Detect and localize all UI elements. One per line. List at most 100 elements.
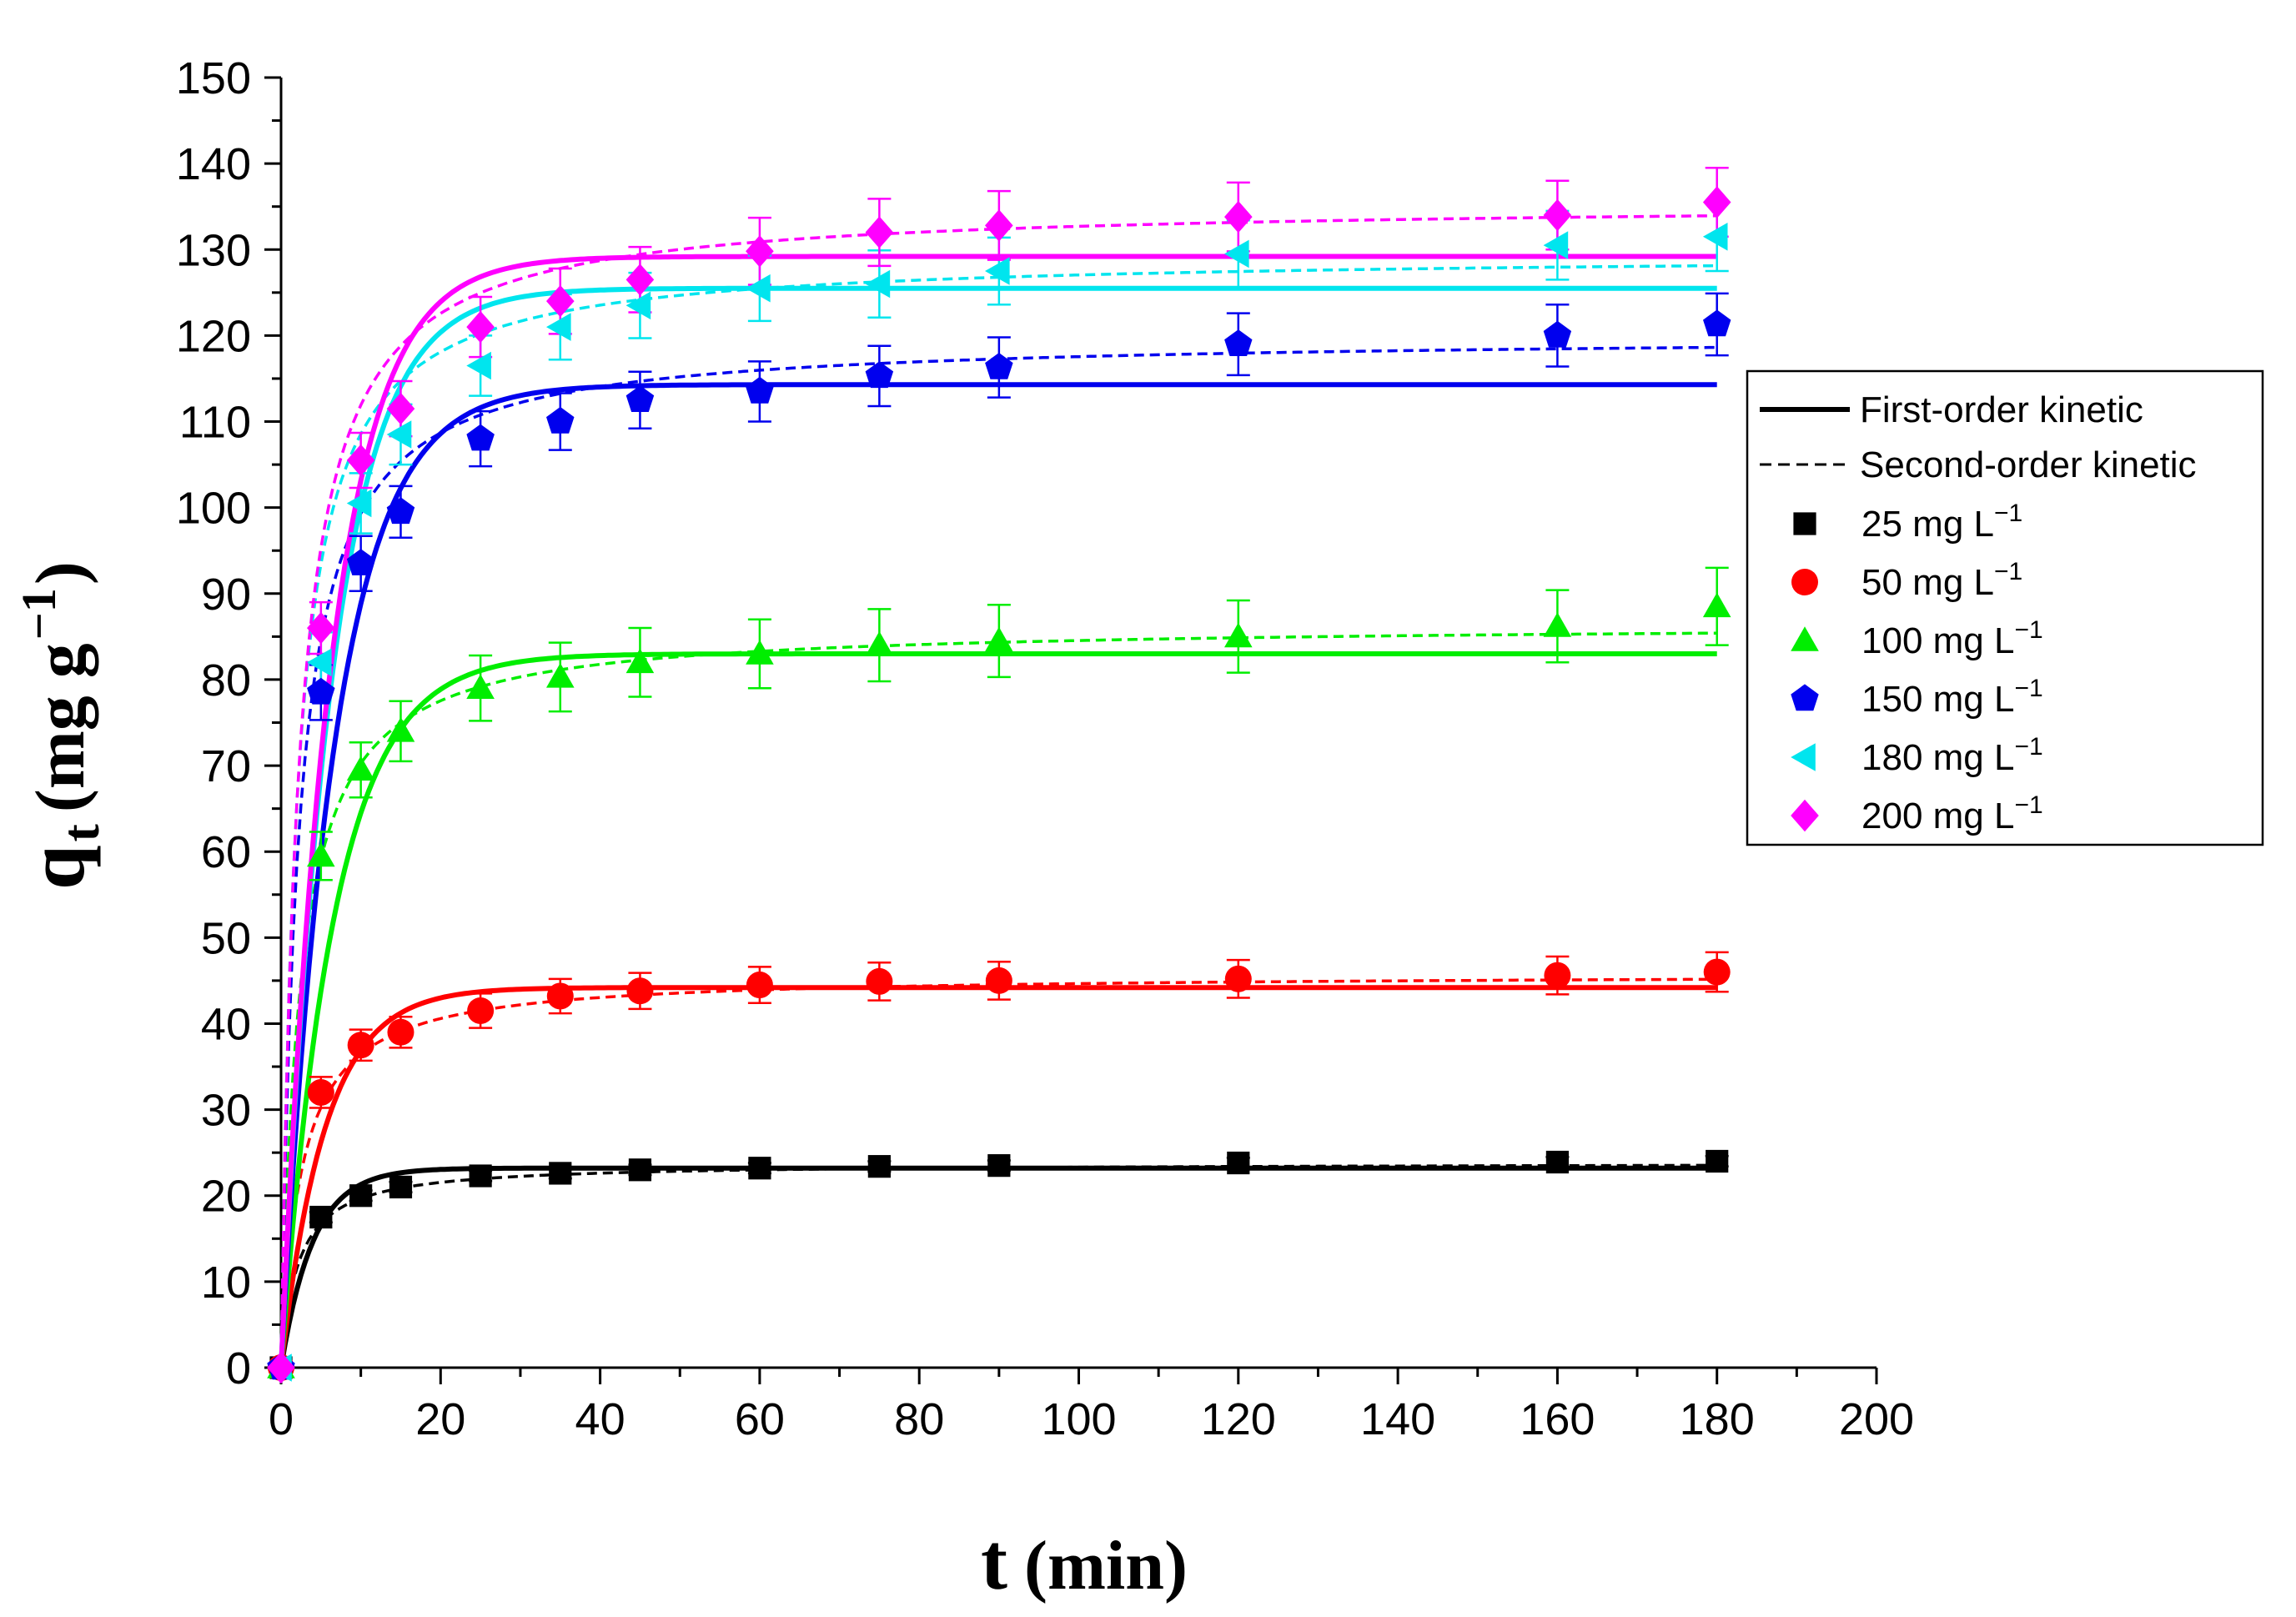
data-point-marker	[628, 1158, 652, 1182]
legend-series-label: 25 mg L−1	[1861, 500, 2022, 545]
data-point-marker	[1227, 1151, 1250, 1175]
x-tick-label: 40	[575, 1394, 625, 1444]
data-point-marker	[625, 291, 651, 320]
pfo-fit-curve	[279, 285, 1717, 1368]
legend-marker	[1793, 512, 1816, 535]
data-point-marker	[1543, 231, 1569, 259]
x-tick-label: 180	[1680, 1394, 1755, 1444]
data-point-marker	[1543, 612, 1572, 637]
legend-series-sup: −1	[2014, 675, 2042, 702]
data-point-marker	[987, 1154, 1011, 1178]
data-point-marker	[865, 630, 894, 656]
data-point-marker	[865, 361, 894, 389]
data-point-marker	[467, 997, 495, 1024]
data-point-marker	[386, 392, 415, 425]
data-point-marker	[985, 967, 1012, 994]
x-tick-label: 160	[1520, 1394, 1595, 1444]
y-tick-label: 90	[201, 570, 251, 620]
data-point-marker	[1702, 186, 1731, 218]
data-point-marker	[985, 257, 1010, 285]
data-point-marker	[1224, 329, 1253, 356]
data-point-marker	[1543, 320, 1572, 348]
legend-marker	[1791, 743, 1816, 771]
y-tick-label: 40	[201, 999, 251, 1049]
data-point-marker	[466, 674, 495, 699]
y-axis-title-unit-close: )	[22, 561, 99, 585]
data-point-marker	[1703, 309, 1731, 337]
legend-series-sup: −1	[1994, 558, 2022, 585]
pfo-fit-curve	[279, 254, 1717, 1368]
legend-marker	[1791, 799, 1819, 832]
legend-series-name: 50 mg L	[1861, 562, 1994, 603]
data-point-marker	[387, 1018, 414, 1046]
pfo-fit-curve	[279, 651, 1717, 1368]
legend-label-second-order: Second-order kinetic	[1860, 444, 2197, 485]
data-point-marker	[625, 264, 655, 296]
y-tick-label: 100	[176, 484, 251, 534]
data-point-marker	[307, 648, 332, 677]
data-point-marker	[865, 216, 894, 249]
data-point-marker	[866, 967, 893, 995]
data-point-marker	[549, 1162, 572, 1185]
legend-series-name: 180 mg L	[1861, 737, 2014, 778]
legend-series-label: 200 mg L−1	[1861, 791, 2043, 836]
x-tick-label: 120	[1201, 1394, 1276, 1444]
y-tick-label: 50	[201, 913, 251, 963]
y-axis-title: q t (mg g −1 )	[12, 561, 110, 890]
data-point-marker	[867, 1155, 891, 1178]
data-point-marker	[307, 611, 335, 645]
y-axis-title-unit-sup: −1	[12, 588, 66, 640]
data-point-marker	[386, 717, 415, 742]
y-tick-label: 20	[201, 1172, 251, 1222]
legend-label-first-order: First-order kinetic	[1860, 389, 2143, 430]
pso-fit-curve	[279, 1163, 1717, 1368]
x-axis-title-main: t	[981, 1517, 1007, 1606]
data-point-marker	[346, 756, 375, 781]
data-point-marker	[1545, 1150, 1569, 1174]
pfo-fit-curve	[279, 382, 1717, 1368]
legend-marker	[1791, 569, 1818, 595]
data-point-marker	[349, 1184, 373, 1208]
legend-series-name: 150 mg L	[1861, 679, 2014, 720]
x-tick-label: 20	[415, 1394, 465, 1444]
legend-series-name: 100 mg L	[1861, 620, 2014, 661]
data-point-marker	[267, 1351, 295, 1384]
data-point-marker	[1703, 958, 1731, 986]
y-axis-title-main: q	[12, 845, 101, 889]
pso-fit-curve	[279, 213, 1717, 1368]
data-point-marker	[748, 1157, 771, 1180]
data-point-marker	[746, 640, 774, 665]
y-tick-label: 150	[176, 53, 251, 103]
y-tick-label: 80	[201, 655, 251, 706]
data-point-marker	[546, 313, 571, 341]
y-axis-title-unit: (mg g	[22, 643, 99, 812]
legend-series-label: 150 mg L−1	[1861, 675, 2043, 720]
data-point-marker	[625, 648, 655, 674]
data-point-marker	[746, 235, 774, 268]
x-axis-title-unit: (min)	[1024, 1527, 1188, 1604]
legend-box	[1746, 369, 2264, 846]
data-point-marker	[346, 444, 375, 477]
pfo-fit-curve	[279, 1165, 1717, 1368]
legend-series-label: 100 mg L−1	[1861, 616, 2043, 661]
pso-fit-curve	[279, 345, 1717, 1368]
data-point-marker	[386, 420, 412, 449]
data-markers-group	[267, 186, 1731, 1384]
data-point-marker	[466, 351, 491, 380]
data-point-marker	[1702, 223, 1728, 251]
data-point-marker	[1544, 962, 1571, 989]
y-tick-label: 140	[176, 139, 251, 189]
x-tick-label: 100	[1041, 1394, 1116, 1444]
data-point-marker	[985, 626, 1013, 652]
data-point-marker	[985, 209, 1013, 242]
legend-marker	[1791, 626, 1819, 651]
error-bars-group	[309, 167, 1729, 1223]
data-point-marker	[466, 424, 495, 451]
y-tick-label: 110	[179, 398, 251, 448]
data-point-marker	[466, 310, 495, 344]
legend-series-sup: −1	[2014, 791, 2042, 819]
data-point-marker	[626, 977, 654, 1005]
data-point-marker	[309, 1205, 333, 1229]
data-point-marker	[985, 353, 1013, 379]
